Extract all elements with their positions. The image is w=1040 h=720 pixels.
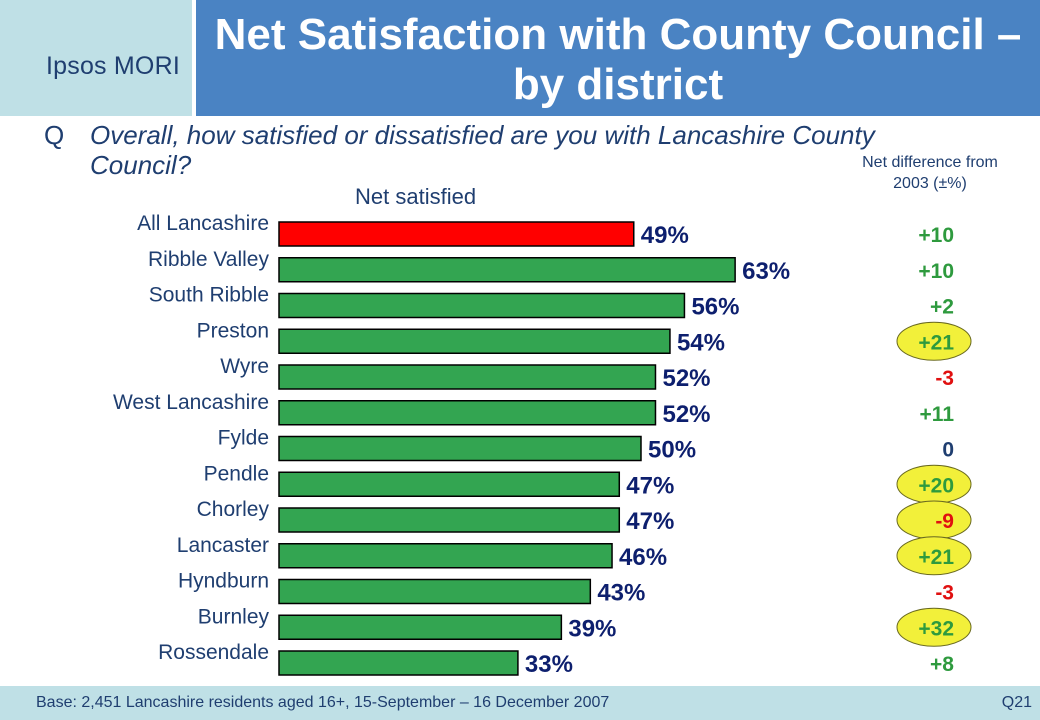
bar <box>278 257 736 283</box>
category-label: Fylde <box>218 427 269 450</box>
bar <box>278 292 686 319</box>
title-bar: Net Satisfaction with County Council – b… <box>196 0 1040 116</box>
question-text: Overall, how satisfied or dissatisfied a… <box>90 120 875 180</box>
net-difference-value: +10 <box>918 260 954 283</box>
value-label: 63% <box>742 258 790 285</box>
highlight-marker <box>896 321 972 361</box>
value-label: 47% <box>626 472 674 499</box>
net-difference-header: Net difference from 2003 (±%) <box>862 154 998 192</box>
bar <box>278 400 657 426</box>
category-label: Lancaster <box>177 534 269 557</box>
net-difference-value: +21 <box>918 331 954 354</box>
value-label: 47% <box>626 508 674 535</box>
net-difference-value: +21 <box>918 546 954 569</box>
bar <box>278 435 642 462</box>
chart-subtitle: Net satisfied <box>355 184 477 209</box>
highlight-marker <box>896 500 972 540</box>
value-label: 52% <box>662 401 710 428</box>
net-difference-value: +32 <box>918 617 954 640</box>
category-label: Wyre <box>220 355 269 378</box>
bar <box>278 543 613 569</box>
logo-panel: Ipsos MORI <box>0 0 196 116</box>
net-difference-value: 0 <box>942 439 954 462</box>
bar <box>278 578 592 605</box>
highlight-marker <box>896 607 972 647</box>
ipsos-mori-logo: Ipsos MORI <box>46 52 180 80</box>
net-difference-value: +10 <box>918 224 954 247</box>
bar <box>278 614 563 640</box>
value-label: 39% <box>568 615 616 642</box>
value-label: 56% <box>691 294 739 321</box>
bar <box>278 507 621 533</box>
net-difference-value: +11 <box>920 403 955 426</box>
net-difference-value: +2 <box>930 296 954 319</box>
question-letter: Q <box>44 120 65 150</box>
category-label: Chorley <box>197 498 270 521</box>
category-label: Hyndburn <box>178 570 269 593</box>
bar <box>278 650 519 676</box>
value-label: 54% <box>677 329 725 356</box>
value-label: 46% <box>619 544 667 571</box>
category-label: Ribble Valley <box>148 248 270 271</box>
category-label: Burnley <box>198 605 270 628</box>
category-label: Rossendale <box>158 641 269 664</box>
category-label: Preston <box>197 319 269 342</box>
net-difference-value: +8 <box>930 653 954 676</box>
bar <box>278 221 635 247</box>
category-label: South Ribble <box>149 284 269 307</box>
bar <box>278 328 671 354</box>
net-difference-value: +20 <box>918 474 954 497</box>
category-label: All Lancashire <box>137 212 269 235</box>
category-label: Pendle <box>204 462 269 485</box>
category-label: West Lancashire <box>113 391 269 414</box>
footer: Base: 2,451 Lancashire residents aged 16… <box>0 686 1040 720</box>
page-title: Net Satisfaction with County Council – b… <box>214 10 1022 109</box>
footer-question-ref: Q21 <box>1001 694 1032 711</box>
bar <box>278 364 657 390</box>
value-label: 33% <box>525 651 573 678</box>
value-label: 43% <box>597 580 645 607</box>
bar <box>278 471 621 497</box>
value-label: 49% <box>641 222 689 249</box>
net-difference-value: -3 <box>935 582 954 605</box>
net-difference-value: -9 <box>935 510 954 533</box>
highlight-marker <box>896 536 972 576</box>
value-label: 50% <box>648 437 696 464</box>
net-difference-value: -3 <box>935 367 954 390</box>
value-label: 52% <box>662 365 710 392</box>
footer-base-note: Base: 2,451 Lancashire residents aged 16… <box>36 694 610 711</box>
